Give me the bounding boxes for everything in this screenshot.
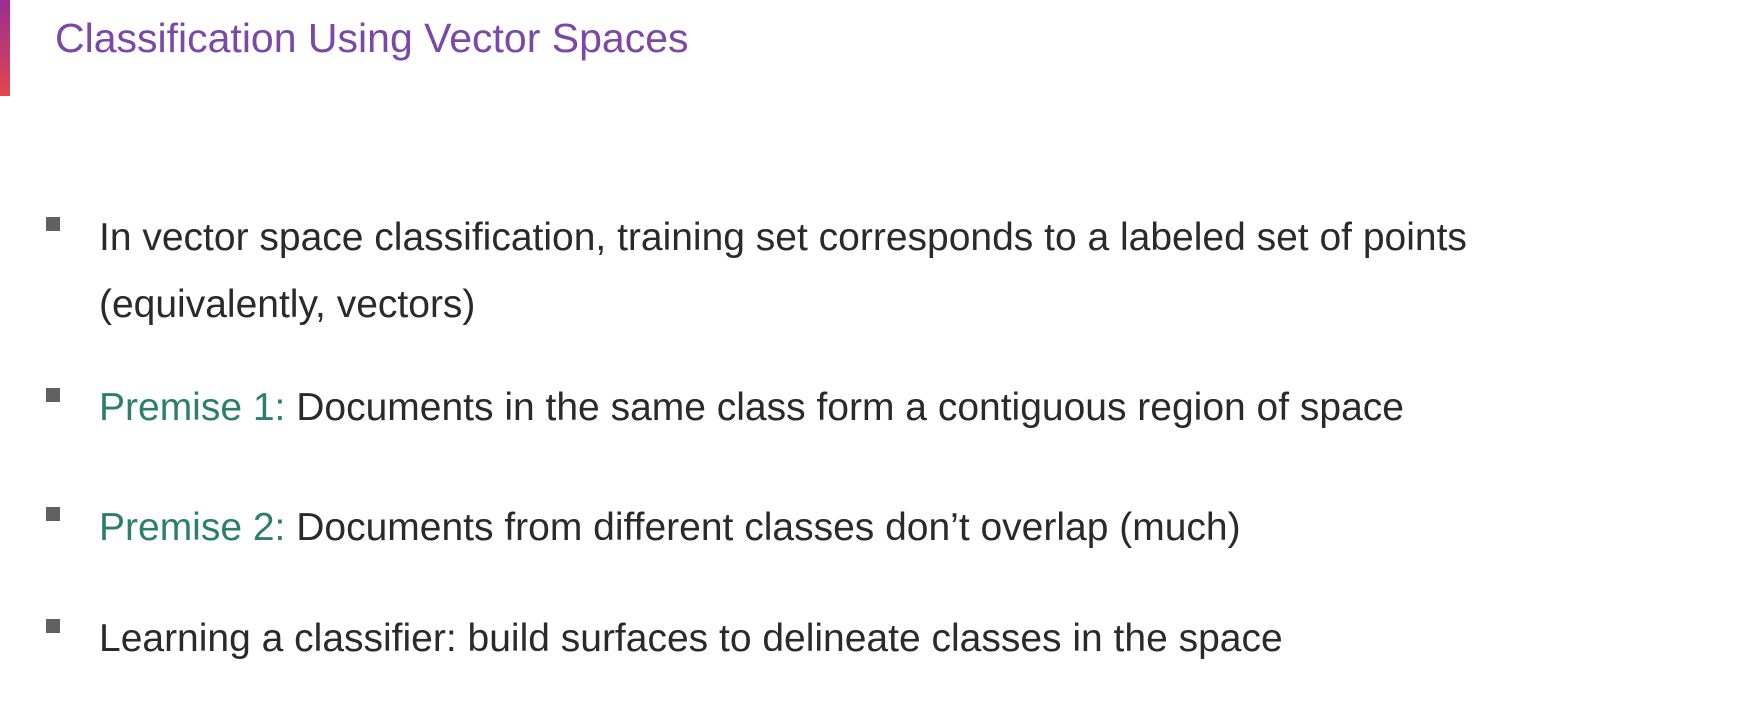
bullet-text: In vector space classification, training… — [99, 204, 1719, 338]
slide-title: Classification Using Vector Spaces — [55, 15, 689, 61]
bullet-text: Premise 1: Documents in the same class f… — [99, 374, 1719, 441]
square-bullet-icon — [46, 217, 60, 231]
bullet-line: (equivalently, vectors) — [99, 283, 476, 326]
bullet-text: Premise 2: Documents from different clas… — [99, 494, 1719, 561]
premise-label: Premise 2: — [99, 506, 286, 549]
bullet-body: Documents from different classes don’t o… — [285, 506, 1241, 549]
square-bullet-icon — [46, 388, 60, 402]
premise-label: Premise 1: — [99, 386, 286, 429]
square-bullet-icon — [46, 507, 60, 521]
bullet-text: Learning a classifier: build surfaces to… — [99, 617, 1283, 660]
square-bullet-icon — [46, 619, 60, 633]
title-accent-bar — [0, 0, 10, 96]
bullet-body: Documents in the same class form a conti… — [285, 386, 1404, 429]
bullet-line: In vector space classification, training… — [99, 216, 1467, 259]
